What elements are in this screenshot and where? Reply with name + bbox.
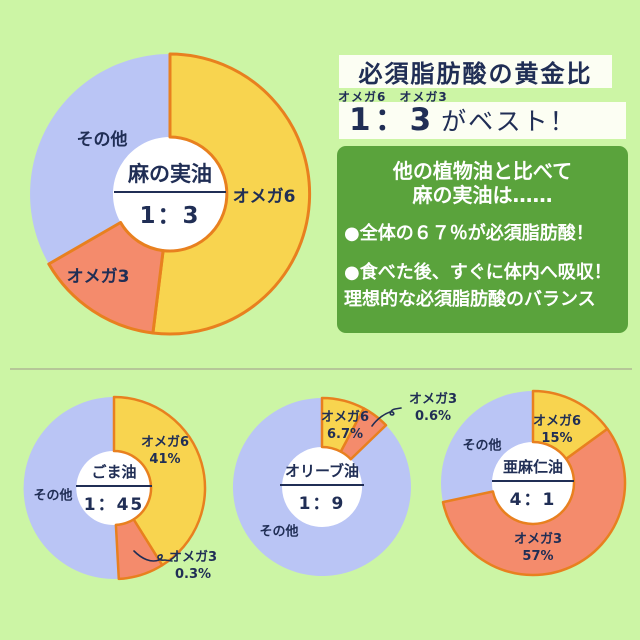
pie3-segment-sonota bbox=[232, 397, 411, 576]
info-point-1: ●全体の６７％が必須脂肪酸！ bbox=[344, 223, 594, 244]
pie2-label-sonota: その他 bbox=[33, 488, 73, 504]
section-divider bbox=[10, 368, 632, 370]
info-intro-line-1: 他の植物油と比べて bbox=[392, 159, 573, 183]
pie1-segment-omega3 bbox=[47, 221, 165, 335]
pie1-label-sonota: その他 bbox=[76, 129, 128, 150]
pie3-label-sonota: その他 bbox=[259, 524, 299, 540]
pie4-label-omega6: オメガ6 15% bbox=[532, 414, 582, 446]
golden-ratio-value: 1：3 bbox=[349, 102, 436, 138]
golden-ratio-suffix: がベスト！ bbox=[441, 107, 577, 136]
pie1-ratio: 1：3 bbox=[139, 203, 201, 229]
pie4-center: 亜麻仁油 4：1 bbox=[492, 456, 574, 510]
pie2-center: ごま油 1：45 bbox=[76, 461, 152, 515]
main-title-highlight: 必須脂肪酸の黄金比 bbox=[339, 55, 612, 88]
pie4-ratio-divider bbox=[492, 480, 574, 482]
pie4-label-sonota: その他 bbox=[462, 438, 502, 454]
pie1-center-hole bbox=[111, 135, 229, 253]
pie2-label-omega3: オメガ3 0.3% bbox=[168, 550, 218, 582]
pie3-omega3-callout-line bbox=[371, 407, 402, 427]
pie3-ratio-divider bbox=[280, 484, 364, 486]
golden-ratio-highlight: 1：3 がベスト！ bbox=[339, 102, 626, 139]
info-intro-line-2: 麻の実油は…… bbox=[412, 183, 553, 207]
info-point-2: ●食べた後、すぐに体内へ吸収！ bbox=[344, 262, 612, 283]
main-title: 必須脂肪酸の黄金比 bbox=[358, 60, 593, 88]
pie1-segment-sonota bbox=[30, 54, 171, 264]
omega-furigana-label: オメガ6 オメガ3 bbox=[338, 90, 448, 104]
pie2-oil-name: ごま油 bbox=[91, 463, 137, 481]
pie1-label-omega6: オメガ6 bbox=[232, 186, 296, 207]
pie4-label-omega3: オメガ3 57% bbox=[513, 532, 563, 564]
pie2-segment-omega3 bbox=[114, 518, 164, 581]
pie2-ratio: 1：45 bbox=[83, 495, 145, 515]
pie3-label-omega3: オメガ3 0.6% bbox=[408, 392, 458, 424]
hemp-oil-info-box: 他の植物油と比べて 麻の実油は…… ●全体の６７％が必須脂肪酸！ ●食べた後、す… bbox=[337, 146, 628, 333]
pie4-segment-omega3 bbox=[441, 427, 627, 577]
pie4-oil-name: 亜麻仁油 bbox=[502, 458, 563, 476]
pie2-segment-sonota bbox=[23, 397, 119, 579]
pie2-ratio-divider bbox=[76, 485, 152, 487]
pie2-center-hole bbox=[75, 449, 153, 527]
pie4-segment-sonota bbox=[440, 391, 533, 503]
pie2-omega3-callout-line bbox=[133, 550, 173, 562]
pie3-oil-name: オリーブ油 bbox=[284, 462, 360, 480]
info-point-3: 理想的な必須脂肪酸のバランス bbox=[344, 289, 596, 310]
pie3-center-hole bbox=[280, 445, 364, 529]
pie1-segment-omega6 bbox=[151, 52, 312, 336]
pie3-center: オリーブ油 1：9 bbox=[280, 460, 364, 514]
pie1-center: 麻の実油 1：3 bbox=[114, 158, 226, 230]
pie2-label-omega6: オメガ6 41% bbox=[140, 435, 190, 467]
pie4-center-hole bbox=[490, 440, 576, 526]
pie3-ratio: 1：9 bbox=[298, 494, 346, 514]
pie1-label-omega3: オメガ3 bbox=[66, 266, 130, 287]
pie1-ratio-divider bbox=[114, 191, 226, 193]
pie3-label-omega6: オメガ6 6.7% bbox=[320, 410, 370, 442]
pie1-oil-name: 麻の実油 bbox=[128, 162, 212, 186]
pie4-ratio: 4：1 bbox=[509, 490, 557, 510]
pie3-segment-omega3 bbox=[339, 407, 388, 461]
